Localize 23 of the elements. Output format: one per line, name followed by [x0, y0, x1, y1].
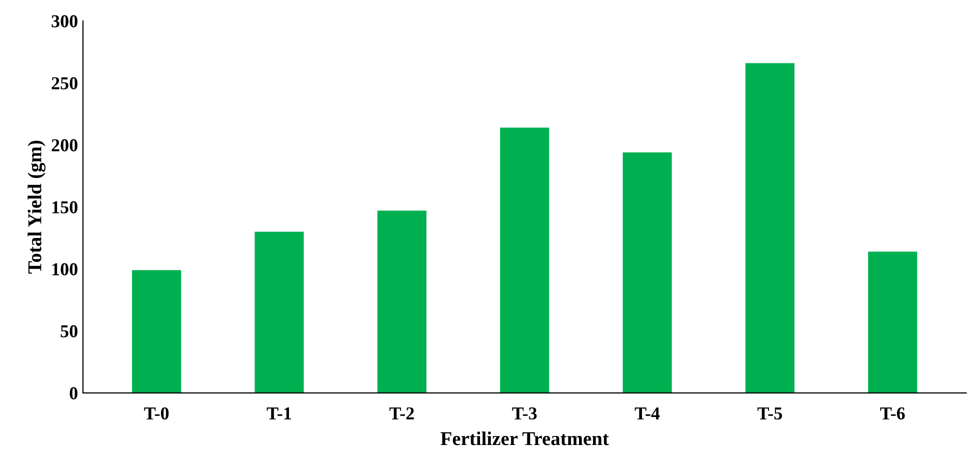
y-axis-title: Total Yield (gm) [28, 140, 46, 274]
bar [132, 270, 182, 393]
x-tick-label: T-3 [512, 407, 537, 420]
y-tick-label: 50 [60, 325, 78, 338]
x-tick-label: T-4 [634, 407, 660, 420]
y-tick-label: 200 [52, 139, 78, 152]
x-tick-label: T-1 [266, 407, 292, 420]
x-tick-label: T-0 [144, 407, 169, 420]
bar [622, 152, 672, 393]
x-axis-title: Fertilizer Treatment [440, 432, 609, 446]
bar [745, 63, 794, 393]
x-tick-label: T-2 [389, 407, 414, 420]
y-tick-label: 250 [52, 77, 78, 90]
bar [500, 128, 550, 393]
bar [254, 232, 304, 393]
bar [377, 210, 426, 393]
y-tick-label: 300 [52, 15, 78, 28]
bar [868, 252, 918, 393]
y-tick-label: 100 [52, 263, 78, 276]
y-tick-label: 150 [52, 201, 78, 214]
y-tick-label: 0 [70, 387, 78, 400]
x-tick-label: T-5 [758, 408, 782, 420]
x-tick-label: T-6 [880, 407, 905, 420]
